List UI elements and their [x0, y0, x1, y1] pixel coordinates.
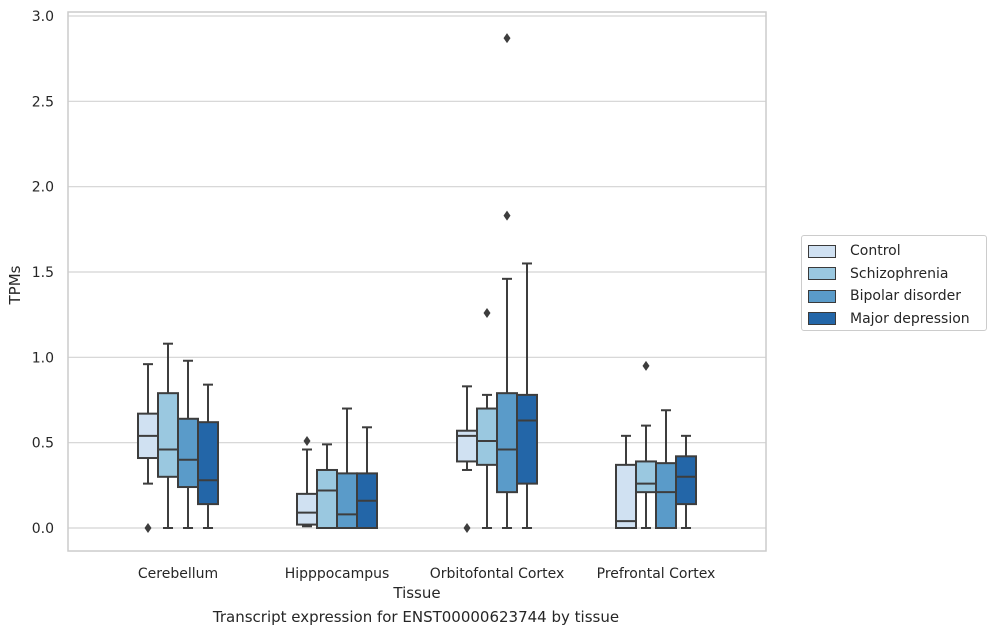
outlier-point [303, 435, 311, 446]
outlier-point [503, 210, 511, 221]
box-bipolar-disorder [496, 33, 518, 529]
legend-item: Schizophrenia [808, 263, 986, 286]
x-tick-label: Prefrontal Cortex [597, 566, 716, 582]
y-tick-label: 2.0 [32, 180, 54, 196]
legend-label: Schizophrenia [850, 265, 949, 282]
outlier-point [144, 523, 152, 533]
box-control [615, 434, 637, 529]
box-bipolar-disorder [177, 359, 199, 529]
chart-title: Transcript expression for ENST0000062374… [212, 608, 620, 626]
legend-swatch [808, 244, 836, 258]
box-major-depression [197, 383, 219, 529]
box-iqr [496, 392, 518, 494]
box-major-depression [356, 426, 378, 529]
box-schizophrenia [635, 360, 657, 529]
box-schizophrenia [157, 342, 179, 529]
plot-frame [67, 11, 767, 552]
box-iqr [655, 462, 677, 529]
outlier-point [483, 307, 491, 318]
y-tick-label: 2.5 [32, 94, 54, 110]
box-major-depression [675, 434, 697, 529]
y-tick-label: 3.0 [32, 9, 54, 25]
box-iqr [177, 417, 199, 489]
legend-label: Control [850, 243, 901, 260]
x-axis-label: Tissue [392, 584, 440, 602]
y-tick-label: 0.0 [32, 521, 54, 537]
box-groups [137, 33, 697, 533]
box-iqr [197, 421, 219, 506]
y-tick-label: 1.0 [32, 350, 54, 366]
box-iqr [296, 492, 318, 526]
legend-label: Major depression [850, 310, 970, 327]
box-iqr [157, 392, 179, 478]
box-iqr [635, 460, 657, 494]
legend-swatch [808, 312, 836, 326]
box-iqr [675, 455, 697, 506]
box-control [137, 363, 159, 533]
y-tick-label: 1.5 [32, 265, 54, 281]
x-axis-ticks: Cerebellum Hipppocampus Orbitofontal Corte… [138, 566, 715, 582]
legend-item: Bipolar disorder [808, 285, 986, 308]
box-iqr [316, 468, 338, 529]
legend-swatch [808, 289, 836, 303]
x-tick-label: Hipppocampus [285, 566, 390, 582]
outlier-point [463, 523, 471, 533]
outlier-point [503, 33, 511, 44]
box-control [296, 435, 318, 528]
legend-swatch [808, 267, 836, 281]
box-iqr [476, 407, 498, 466]
legend: Control Schizophrenia Bipolar disorder M… [801, 235, 987, 331]
legend-label: Bipolar disorder [850, 288, 962, 305]
box-control [456, 385, 478, 533]
box-schizophrenia [316, 443, 338, 529]
box-schizophrenia [476, 307, 498, 529]
box-bipolar-disorder [336, 407, 358, 529]
legend-item: Major depression [808, 308, 986, 331]
y-axis-ticks: 0.0 0.5 1.0 1.5 2.0 2.5 3.0 [32, 9, 54, 537]
y-tick-label: 0.5 [32, 436, 54, 452]
x-tick-label: Cerebellum [138, 566, 218, 582]
box-bipolar-disorder [655, 409, 677, 529]
box-iqr [516, 393, 538, 485]
box-iqr [336, 472, 358, 529]
legend-item: Control [808, 240, 986, 263]
outlier-point [642, 360, 650, 371]
box-major-depression [516, 262, 538, 529]
box-iqr [615, 463, 637, 529]
y-axis-label: TPMs [6, 265, 24, 305]
x-tick-label: Orbitofontal Cortex [430, 566, 565, 582]
